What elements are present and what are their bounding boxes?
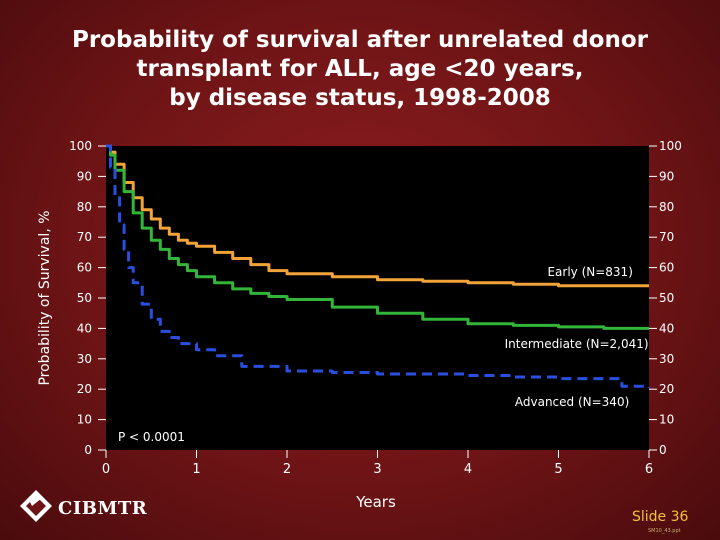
y-tick-label-left-100: 100 — [69, 139, 92, 153]
y-tick-label-right-10: 10 — [659, 413, 674, 427]
y-tick-label-left-0: 0 — [84, 443, 92, 457]
p-value-annotation: P < 0.0001 — [118, 430, 185, 444]
series-label-0: Early (N=831) — [547, 265, 632, 279]
x-tick-label-4: 4 — [464, 462, 472, 477]
y-tick-label-left-10: 10 — [77, 413, 92, 427]
y-tick-label-right-50: 50 — [659, 291, 674, 305]
cibmtr-logo: CIBMTR — [20, 488, 148, 524]
x-tick-label-6: 6 — [645, 462, 653, 477]
x-tick-label-5: 5 — [554, 462, 562, 477]
y-tick-label-left-60: 60 — [77, 261, 92, 275]
y-tick-label-left-70: 70 — [77, 230, 92, 244]
chart-title-line-3: by disease status, 1998-2008 — [169, 85, 551, 111]
y-tick-label-left-30: 30 — [77, 352, 92, 366]
y-tick-label-right-80: 80 — [659, 200, 674, 214]
y-tick-label-left-20: 20 — [77, 382, 92, 396]
x-axis-label: Years — [355, 493, 396, 511]
y-tick-label-right-0: 0 — [659, 443, 667, 457]
chart-title: Probability of survival after unrelated … — [30, 26, 690, 113]
y-tick-label-left-40: 40 — [77, 321, 92, 335]
y-tick-label-right-30: 30 — [659, 352, 674, 366]
y-tick-label-right-100: 100 — [659, 139, 682, 153]
slide-number: Slide 36 — [632, 509, 689, 525]
x-tick-label-3: 3 — [373, 462, 381, 477]
series-label-1: Intermediate (N=2,041) — [505, 337, 649, 351]
y-tick-label-right-60: 60 — [659, 261, 674, 275]
y-tick-label-left-90: 90 — [77, 169, 92, 183]
series-line-2 — [106, 144, 651, 388]
slide-file-name: SM10_43.ppt — [648, 528, 681, 534]
y-tick-label-right-90: 90 — [659, 169, 674, 183]
y-tick-label-left-80: 80 — [77, 200, 92, 214]
series-label-2: Advanced (N=340) — [515, 395, 629, 409]
y-tick-label-right-40: 40 — [659, 321, 674, 335]
plot-background — [106, 146, 649, 450]
x-tick-label-1: 1 — [192, 462, 200, 477]
cibmtr-logo-mark — [20, 490, 52, 522]
y-tick-label-right-70: 70 — [659, 230, 674, 244]
series-line-1 — [106, 144, 649, 330]
x-tick-label-0: 0 — [102, 462, 110, 477]
chart-title-line-1: Probability of survival after unrelated … — [71, 27, 648, 53]
y-tick-label-left-50: 50 — [77, 291, 92, 305]
chart-title-line-2: transplant for ALL, age <20 years, — [136, 56, 584, 82]
y-tick-label-right-20: 20 — [659, 382, 674, 396]
cibmtr-logo-text: CIBMTR — [58, 498, 148, 519]
y-axis-label: Probability of Survival, % — [37, 210, 53, 385]
x-tick-label-2: 2 — [283, 462, 291, 477]
